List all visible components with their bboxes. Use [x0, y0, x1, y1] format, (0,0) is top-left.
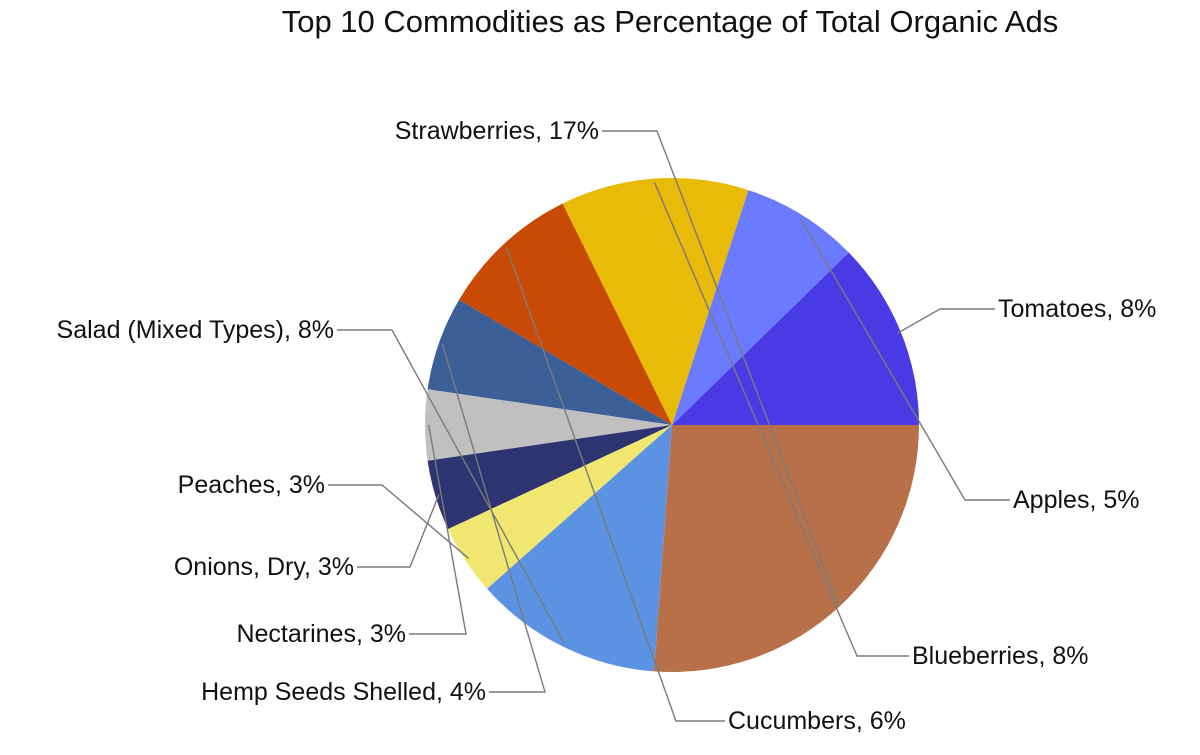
leader-line-apples	[799, 217, 1010, 501]
pie-slice-hemp-seeds-shelled	[427, 299, 672, 425]
leader-line-salad-mixed-types	[337, 329, 565, 644]
data-label-hemp-seeds-shelled: Hemp Seeds Shelled, 4%	[201, 678, 486, 706]
pie-slice-peaches	[448, 425, 672, 589]
chart-title: Top 10 Commodities as Percentage of Tota…	[281, 4, 1059, 39]
data-label-onions-dry: Onions, Dry, 3%	[174, 553, 354, 581]
leader-lines-layer	[328, 130, 1010, 722]
data-label-blueberries: Blueberries, 8%	[912, 642, 1088, 670]
data-label-tomatoes: Tomatoes, 8%	[998, 295, 1156, 323]
pie-slice-blueberries	[562, 177, 749, 425]
pie-slice-strawberries	[654, 425, 919, 672]
data-label-strawberries: Strawberries, 17%	[395, 117, 599, 145]
pie-slice-apples	[672, 190, 849, 425]
pie-slice-nectarines	[424, 389, 672, 461]
data-label-salad-mixed-types: Salad (Mixed Types), 8%	[57, 316, 334, 344]
leader-line-cucumbers	[505, 246, 725, 722]
leader-line-nectarines	[409, 424, 467, 635]
data-labels-layer: Tomatoes, 8% Apples, 5% Blueberries, 8% Cuc…	[57, 117, 1157, 735]
leader-line-strawberries	[602, 130, 839, 604]
data-label-cucumbers: Cucumbers, 6%	[728, 707, 906, 735]
pie-slice-tomatoes	[672, 252, 919, 425]
pie-slice-salad-mixed-types	[487, 425, 672, 672]
leader-line-tomatoes	[896, 308, 995, 334]
pie-slice-cucumbers	[459, 203, 672, 425]
leader-line-hemp-seeds-shelled	[441, 344, 546, 693]
leader-line-onions-dry	[357, 494, 440, 568]
data-label-apples: Apples, 5%	[1013, 486, 1139, 514]
slices-layer	[424, 177, 919, 672]
data-label-nectarines: Nectarines, 3%	[236, 620, 406, 648]
leader-line-peaches	[328, 484, 469, 559]
data-label-peaches: Peaches, 3%	[178, 471, 325, 499]
leader-line-blueberries	[653, 182, 909, 657]
